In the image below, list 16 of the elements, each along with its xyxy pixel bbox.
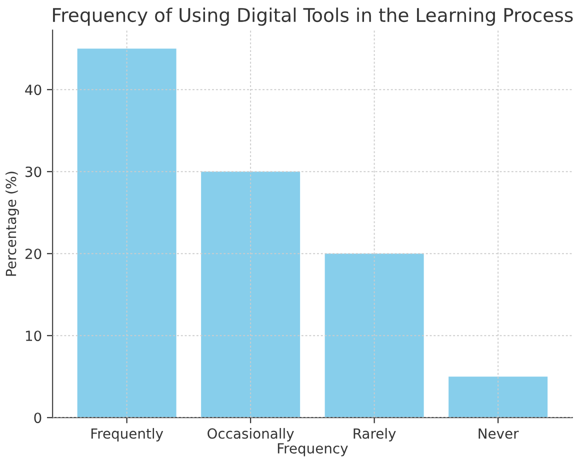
y-tick-label: 10 [26, 330, 42, 342]
x-tick-label: Never [478, 428, 519, 439]
y-tick-label: 20 [25, 248, 42, 260]
y-tick-label: 30 [26, 166, 42, 178]
x-tick-label: Rarely [354, 428, 396, 442]
x-tick-label: Frequently [91, 428, 164, 442]
x-axis-title: Frequency [278, 443, 348, 456]
bar [324, 254, 424, 418]
bar [201, 172, 300, 418]
chart-title: Frequency of Using Digital Tools in the Learning Process [53, 8, 573, 26]
y-tick-label: 0 [34, 412, 42, 424]
bar [77, 48, 176, 418]
y-axis-title: Percentage (%) [5, 172, 19, 276]
bar [448, 376, 548, 418]
x-tick-label: Occasionally [208, 428, 294, 442]
y-tick-label: 40 [25, 84, 42, 96]
